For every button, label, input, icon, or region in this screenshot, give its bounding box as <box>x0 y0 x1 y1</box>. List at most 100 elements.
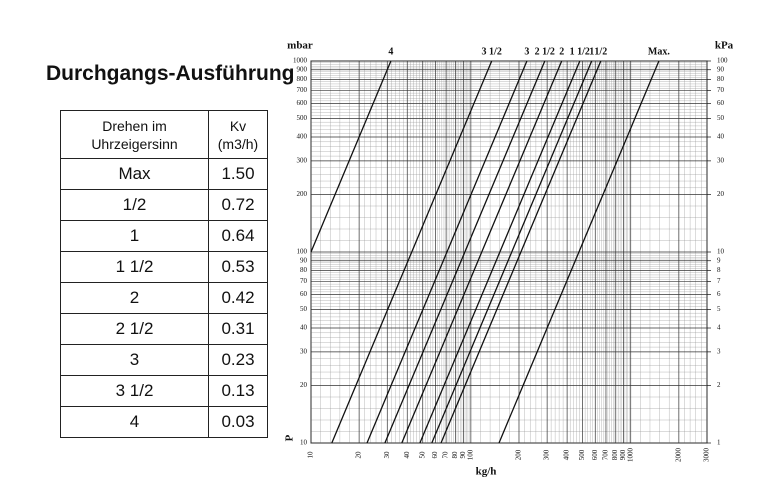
x-tick-label: 900 <box>619 449 627 460</box>
y-tick-label: 30 <box>300 347 308 355</box>
series-label: 2 <box>559 46 564 57</box>
y2-tick-label: 7 <box>717 277 721 285</box>
y-tick-label: 400 <box>297 133 308 141</box>
table-cell: 0.53 <box>208 251 268 283</box>
y-axis-symbol: P <box>284 434 296 441</box>
x-tick-label: 800 <box>611 449 619 460</box>
x-tick-label: 500 <box>578 449 586 460</box>
x-tick-label: 3000 <box>703 448 711 463</box>
x-tick-label: 100 <box>466 449 474 460</box>
x-tick-label: 10 <box>307 451 315 459</box>
x-tick-label: 700 <box>602 449 610 460</box>
y2-tick-label: 20 <box>717 190 725 198</box>
series-line <box>331 60 493 444</box>
table-cell: 1 <box>60 220 209 252</box>
x-tick-label: 70 <box>442 451 450 459</box>
table-cell: 4 <box>60 406 209 438</box>
table-row: 3 1/2 0.13 <box>60 375 268 407</box>
y-tick-label: 70 <box>300 277 308 285</box>
y2-tick-label: 8 <box>717 266 721 274</box>
y2-tick-label: 70 <box>717 86 725 94</box>
y-axis-label: mbar <box>287 40 313 52</box>
y2-tick-label: 90 <box>717 65 725 73</box>
series-line <box>366 60 528 444</box>
x-axis-label: kg/h <box>476 466 497 478</box>
y2-tick-label: 100 <box>717 57 728 65</box>
y2-tick-label: 3 <box>717 347 721 355</box>
series-line <box>440 60 602 444</box>
x-tick-label: 40 <box>403 451 411 459</box>
series-label: Max. <box>648 46 670 57</box>
y-tick-label: 10 <box>300 439 308 447</box>
table-cell: 1 1/2 <box>60 251 209 283</box>
x-tick-label: 300 <box>543 449 551 460</box>
y-tick-label: 60 <box>300 290 308 298</box>
x-tick-label: 80 <box>451 451 459 459</box>
series-line <box>310 60 392 253</box>
table-body: Max 1.50 1/2 0.72 1 0.64 1 1/2 0.53 2 0.42 2 1/2 0.… <box>60 158 268 438</box>
y-tick-label: 90 <box>300 256 308 264</box>
y2-tick-label: 30 <box>717 156 725 164</box>
table-row: Max 1.50 <box>60 158 268 190</box>
table-cell: 1.50 <box>208 158 268 190</box>
table-row: 3 0.23 <box>60 344 268 376</box>
y-tick-label: 900 <box>297 65 308 73</box>
table-cell: 0.72 <box>208 189 268 221</box>
y2-tick-label: 10 <box>717 248 725 256</box>
y2-tick-label: 5 <box>717 305 721 313</box>
table-row: 2 1/2 0.31 <box>60 313 268 345</box>
x-tick-label: 1000 <box>626 448 634 463</box>
table-cell: 1/2 <box>60 189 209 221</box>
table-cell: 0.64 <box>208 220 268 252</box>
x-tick-label: 50 <box>418 451 426 459</box>
column-header: Drehen im Uhrzeigersinn <box>60 110 209 159</box>
y-tick-label: 40 <box>300 324 308 332</box>
y2-tick-label: 9 <box>717 256 721 264</box>
y-tick-label: 20 <box>300 381 308 389</box>
series-label: 3 <box>524 46 529 57</box>
table-cell: 2 1/2 <box>60 313 209 345</box>
y2-tick-label: 2 <box>717 381 721 389</box>
series-line <box>498 60 660 444</box>
y-tick-label: 50 <box>300 305 308 313</box>
y2-tick-label: 4 <box>717 324 721 332</box>
series-label: 4 <box>388 46 393 57</box>
y2-tick-label: 50 <box>717 114 725 122</box>
table-row: 4 0.03 <box>60 406 268 438</box>
table-row: 2 0.42 <box>60 282 268 314</box>
y2-tick-label: 6 <box>717 290 721 298</box>
kv-table: Drehen im Uhrzeigersinn Kv (m3/h) Max 1.5… <box>60 110 268 438</box>
y-tick-label: 1000 <box>293 57 308 65</box>
y2-tick-label: 1 <box>717 439 721 447</box>
x-tick-label: 2000 <box>674 448 682 463</box>
table-row: 1/2 0.72 <box>60 189 268 221</box>
y-tick-label: 200 <box>297 190 308 198</box>
series-line <box>419 60 581 444</box>
y2-axis-label: kPa <box>715 40 734 52</box>
series-label: 1/2 <box>594 46 607 57</box>
y-tick-label: 100 <box>297 248 308 256</box>
x-tick-label: 600 <box>591 449 599 460</box>
series-label: 1 1/2 <box>570 46 590 57</box>
y2-tick-label: 40 <box>717 133 725 141</box>
series-line <box>431 60 593 444</box>
x-tick-label: 20 <box>355 451 363 459</box>
x-tick-label: 30 <box>383 451 391 459</box>
table-cell: 0.42 <box>208 282 268 314</box>
table-cell: 0.31 <box>208 313 268 345</box>
table-cell: 0.13 <box>208 375 268 407</box>
table-cell: 0.03 <box>208 406 268 438</box>
series-label: 3 1/2 <box>482 46 502 57</box>
series-label: 2 1/2 <box>535 46 555 57</box>
x-tick-label: 400 <box>563 449 571 460</box>
x-tick-label: 200 <box>515 449 523 460</box>
header-row: Drehen im Uhrzeigersinn Kv (m3/h) <box>60 110 268 159</box>
y-tick-label: 600 <box>297 99 308 107</box>
y2-tick-label: 80 <box>717 75 725 83</box>
x-tick-label: 90 <box>459 451 467 459</box>
series-line <box>401 60 563 444</box>
table-row: 1 1/2 0.53 <box>60 251 268 283</box>
table-cell: 3 <box>60 344 209 376</box>
y-tick-label: 80 <box>300 266 308 274</box>
